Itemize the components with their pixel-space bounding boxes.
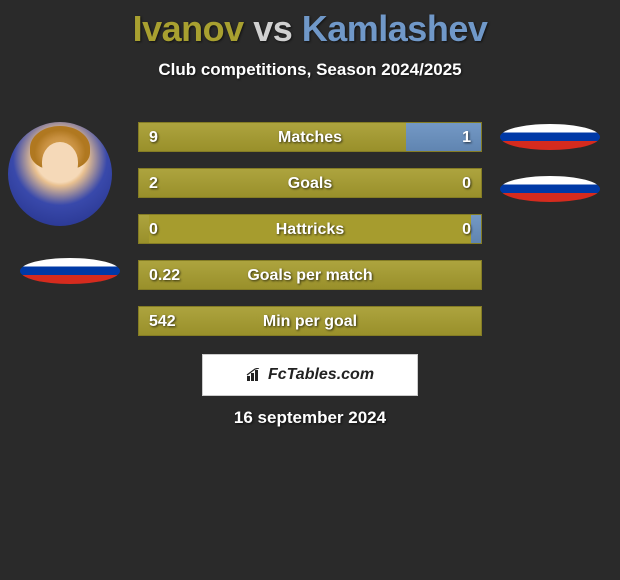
player1-flag [20,258,120,284]
bar-right-value: 1 [462,123,471,153]
bar-right-value: 0 [462,215,471,245]
player1-name: Ivanov [133,8,244,49]
bar-row-hattricks: 0 Hattricks 0 [138,214,482,244]
bar-label: Goals per match [139,261,481,291]
bar-label: Hattricks [139,215,481,245]
bar-label: Goals [139,169,481,199]
bar-row-min-per-goal: 542 Min per goal [138,306,482,336]
bar-row-goals-per-match: 0.22 Goals per match [138,260,482,290]
bar-label: Matches [139,123,481,153]
bar-right-value: 0 [462,169,471,199]
date-label: 16 september 2024 [0,408,620,428]
player2-flag-1 [500,124,600,150]
player2-flag-2 [500,176,600,202]
player2-name: Kamlashev [302,8,488,49]
subtitle: Club competitions, Season 2024/2025 [0,60,620,80]
vs-separator: vs [253,8,292,49]
bar-row-goals: 2 Goals 0 [138,168,482,198]
player1-avatar [8,122,112,226]
bar-label: Min per goal [139,307,481,337]
comparison-title: Ivanov vs Kamlashev [0,0,620,50]
logo-text: FcTables.com [268,366,374,384]
bar-row-matches: 9 Matches 1 [138,122,482,152]
stat-bars-container: 9 Matches 1 2 Goals 0 0 Hattricks 0 0.22… [138,122,482,352]
bar-chart-icon [246,368,264,382]
fctables-logo: FcTables.com [202,354,418,396]
